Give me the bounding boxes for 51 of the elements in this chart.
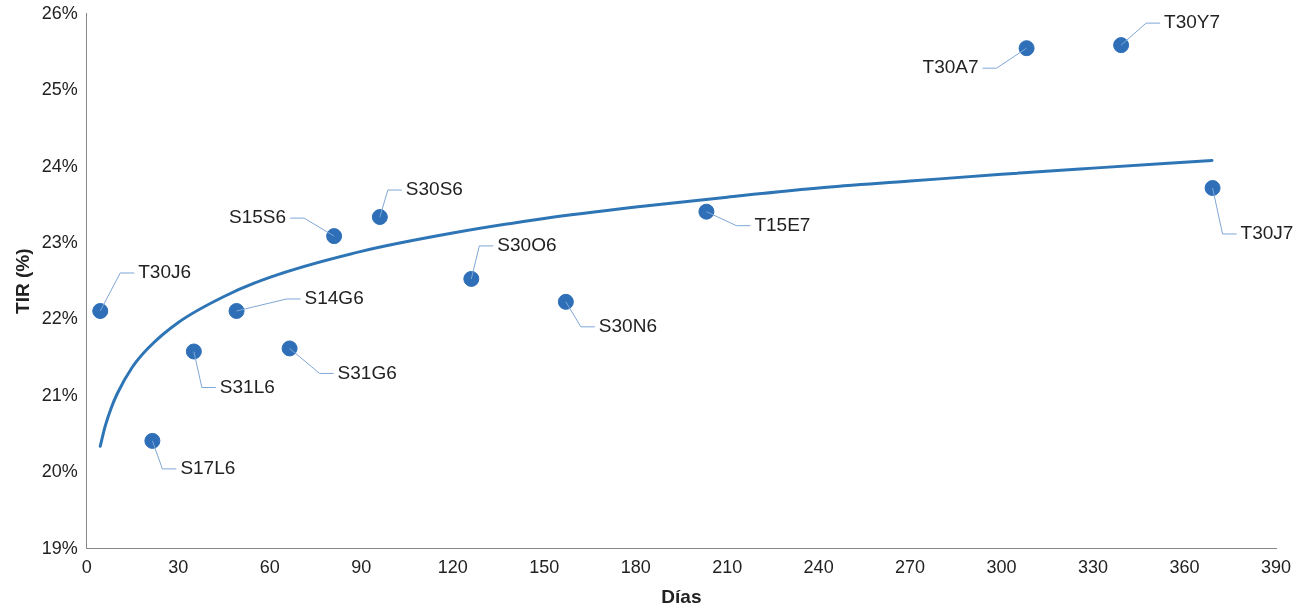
- annotation: S14G6: [304, 287, 364, 309]
- annotation: T30Y7: [1164, 11, 1221, 33]
- point: [1018, 40, 1035, 57]
- annotation: T30A7: [922, 56, 979, 78]
- point: [1204, 179, 1221, 196]
- point: [92, 303, 109, 319]
- annotation: T30J7: [1240, 222, 1294, 244]
- annotation: S30O6: [497, 234, 557, 256]
- x-axis-title: Días: [661, 585, 702, 607]
- y-axis-title: TIR (%): [11, 248, 33, 314]
- y-tick-label: 25%: [41, 79, 78, 100]
- point: [698, 203, 715, 220]
- point: [463, 270, 480, 287]
- annotation: T30J6: [138, 261, 192, 283]
- point: [326, 228, 343, 245]
- y-tick-label: 24%: [41, 155, 78, 176]
- point: [185, 343, 202, 360]
- point: [1113, 37, 1130, 54]
- x-tick-label: 210: [712, 557, 743, 578]
- x-tick-label: 240: [803, 557, 834, 578]
- point: [144, 432, 161, 449]
- y-tick-label: 20%: [41, 461, 78, 482]
- annotation: S30S6: [405, 178, 463, 200]
- point: [228, 303, 245, 319]
- x-tick-label: 150: [529, 557, 560, 578]
- x-tick-label: 30: [168, 557, 189, 578]
- x-tick-label: 360: [1169, 557, 1200, 578]
- annotation: S17L6: [180, 457, 236, 479]
- y-tick-label: 21%: [41, 384, 78, 405]
- point: [371, 209, 388, 226]
- annotation: S30N6: [598, 315, 657, 337]
- x-tick-label: 300: [986, 557, 1017, 578]
- annotation: S31L6: [219, 375, 275, 397]
- annotation: S31G6: [337, 361, 397, 383]
- annotation: T15E7: [754, 213, 811, 235]
- x-tick-label: 390: [1260, 557, 1292, 578]
- y-tick-label: 23%: [41, 231, 78, 252]
- x-tick-label: 90: [351, 557, 372, 578]
- x-tick-label: 180: [620, 557, 651, 578]
- annotation: S15S6: [229, 206, 287, 228]
- x-tick-label: 120: [437, 557, 468, 578]
- x-tick-label: 330: [1078, 557, 1109, 578]
- x-tick-label: 60: [259, 557, 280, 578]
- point: [281, 340, 298, 357]
- x-tick-label: 0: [81, 557, 92, 578]
- x-tick-label: 270: [895, 557, 926, 578]
- y-tick-label: 26%: [41, 2, 78, 23]
- point: [557, 293, 574, 310]
- y-tick-label: 22%: [41, 308, 78, 329]
- y-tick-label: 19%: [41, 537, 78, 558]
- line-series: [98, 158, 1214, 448]
